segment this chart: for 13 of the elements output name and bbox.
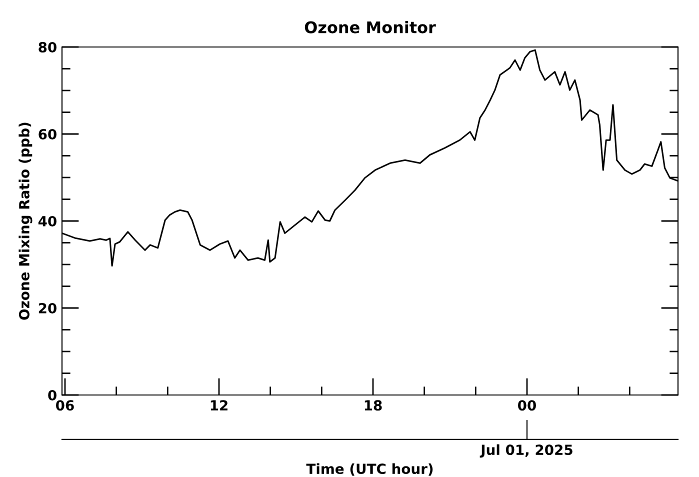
chart-title: Ozone Monitor xyxy=(304,20,436,34)
y-axis-title: Ozone Mixing Ratio (ppb) xyxy=(18,122,32,320)
annotation: Jul 01, 2025 xyxy=(480,444,572,458)
y-tick-label: 40 xyxy=(38,216,56,226)
y-tick-label: 20 xyxy=(38,302,56,314)
x-tick-label: 12 xyxy=(210,400,228,410)
x-tick-label: 18 xyxy=(364,400,382,411)
x-axis-title: Time (UTC hour) xyxy=(306,463,433,476)
y-tick-label: 60 xyxy=(38,128,56,140)
y-tick-label: 0 xyxy=(48,390,56,400)
x-tick-label: 06 xyxy=(56,400,74,411)
y-tick-label: 80 xyxy=(38,42,56,52)
x-tick-label: 00 xyxy=(518,400,536,411)
